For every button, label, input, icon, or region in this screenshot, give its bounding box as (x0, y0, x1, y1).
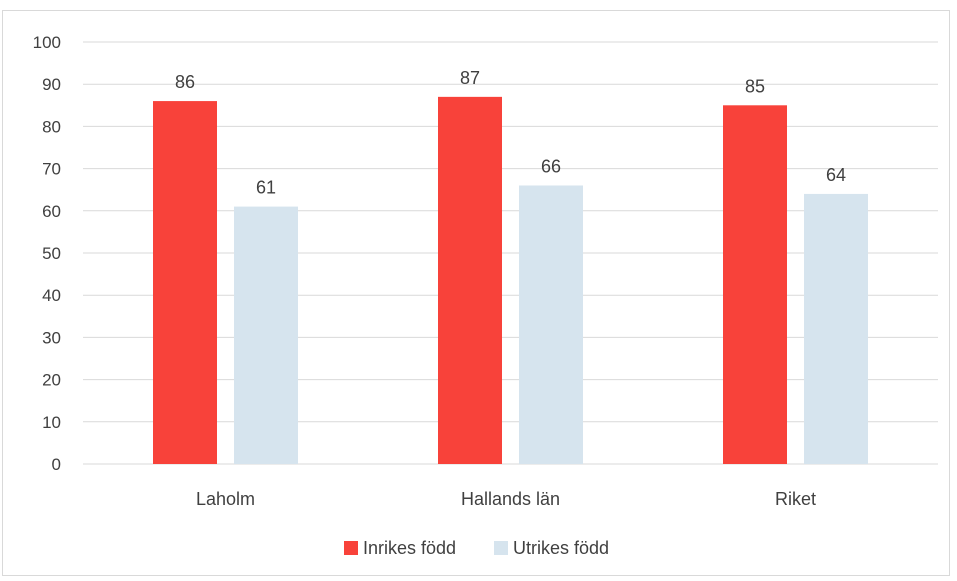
x-category-label: Riket (775, 489, 816, 509)
data-label: 64 (826, 165, 846, 185)
x-category-label: Laholm (196, 489, 255, 509)
y-tick-label: 30 (42, 328, 61, 347)
x-category-label: Hallands län (461, 489, 560, 509)
y-tick-label: 40 (42, 286, 61, 305)
x-axis-categories: Laholm Hallands län Riket (196, 489, 816, 509)
data-label: 61 (256, 178, 276, 198)
data-label: 66 (541, 156, 561, 176)
bar-inrikes-född (153, 101, 217, 464)
y-tick-label: 60 (42, 202, 61, 221)
data-label: 86 (175, 72, 195, 92)
y-tick-label: 50 (42, 244, 61, 263)
y-tick-label: 70 (42, 160, 61, 179)
data-label: 87 (460, 68, 480, 88)
y-tick-label: 0 (52, 455, 61, 474)
y-tick-label: 20 (42, 371, 61, 390)
bar-utrikes-född (804, 194, 868, 464)
legend-label: Inrikes född (363, 538, 456, 558)
y-tick-label: 100 (33, 33, 61, 52)
legend-swatch (494, 541, 508, 555)
data-label: 85 (745, 76, 765, 96)
bar-utrikes-född (234, 207, 298, 464)
y-axis-ticks: 0 10 20 30 40 50 60 70 80 90 100 (33, 33, 61, 474)
bar-inrikes-född (438, 97, 502, 464)
bars (153, 97, 868, 464)
bar-inrikes-född (723, 105, 787, 464)
legend: Inrikes född Utrikes född (344, 538, 609, 558)
y-tick-label: 80 (42, 117, 61, 136)
y-tick-label: 90 (42, 75, 61, 94)
legend-label: Utrikes född (513, 538, 609, 558)
bar-utrikes-född (519, 185, 583, 464)
y-tick-label: 10 (42, 413, 61, 432)
legend-swatch (344, 541, 358, 555)
